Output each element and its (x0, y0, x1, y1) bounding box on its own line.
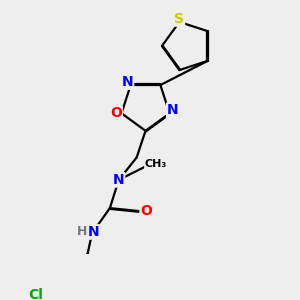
Text: N: N (122, 75, 134, 89)
Text: N: N (88, 225, 99, 239)
Text: N: N (113, 173, 124, 187)
Text: S: S (174, 12, 184, 26)
Text: N: N (167, 103, 178, 117)
Text: O: O (140, 204, 152, 218)
Text: O: O (110, 106, 122, 120)
Text: CH₃: CH₃ (145, 158, 167, 169)
Text: Cl: Cl (28, 288, 43, 300)
Text: H: H (77, 225, 88, 239)
